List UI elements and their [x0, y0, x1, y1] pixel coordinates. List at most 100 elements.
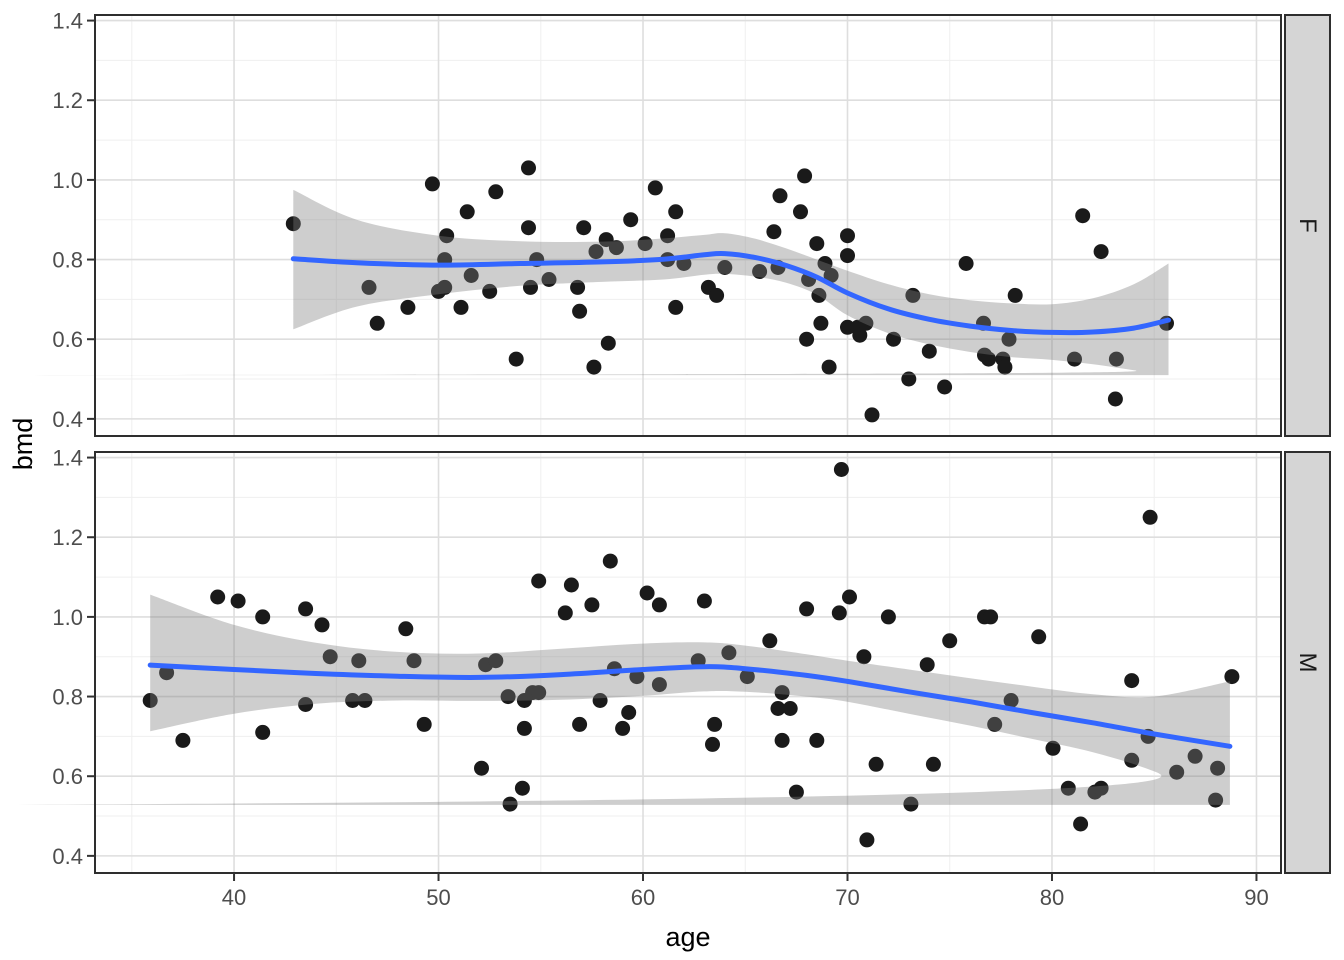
data-point — [459, 204, 475, 220]
data-point — [1187, 748, 1203, 764]
y-axis: 0.4 0.6 0.8 1.0 1.2 1.4 0.4 0.6 0.8 1.0 1.2 1.4 — [52, 9, 95, 869]
data-point — [1067, 351, 1082, 367]
data-point — [369, 315, 385, 331]
data-point — [592, 693, 608, 708]
data-point — [958, 256, 974, 271]
data-point — [463, 268, 479, 283]
data-point — [1060, 780, 1076, 796]
data-point — [651, 597, 667, 613]
data-point — [762, 633, 778, 649]
data-point — [557, 605, 573, 621]
data-point — [809, 732, 825, 748]
y-tick-label: 0.6 — [52, 764, 83, 789]
facet-strip-label: M — [1294, 653, 1321, 673]
data-point — [717, 260, 733, 275]
data-point — [1075, 208, 1091, 224]
data-point — [615, 720, 631, 736]
data-point — [925, 756, 941, 772]
data-point — [142, 693, 158, 708]
data-point — [668, 204, 684, 220]
data-point — [175, 732, 191, 748]
facet-strip — [1284, 14, 1331, 437]
data-point — [521, 160, 536, 176]
data-point — [488, 184, 504, 200]
data-point — [1142, 509, 1158, 525]
data-point — [1031, 629, 1047, 645]
data-point — [424, 176, 440, 192]
data-point — [651, 677, 667, 693]
data-point — [598, 232, 614, 248]
data-point — [572, 303, 588, 319]
data-point — [919, 657, 935, 673]
data-point — [637, 236, 653, 252]
data-point — [1093, 780, 1109, 796]
data-point — [230, 593, 246, 609]
x-tick-label: 80 — [1040, 885, 1064, 910]
data-point — [437, 279, 453, 295]
data-point — [629, 669, 645, 685]
data-point — [709, 287, 725, 303]
data-point — [298, 601, 314, 617]
y-tick-label: 1.4 — [52, 9, 83, 34]
data-point — [502, 796, 518, 812]
data-point — [859, 832, 875, 848]
y-tick-label: 1.4 — [52, 446, 83, 471]
data-point — [821, 359, 837, 375]
data-point — [766, 224, 782, 240]
data-point — [852, 327, 868, 343]
data-point — [1045, 740, 1061, 756]
x-axis-title: age — [665, 922, 710, 952]
data-point — [357, 693, 373, 708]
data-point — [983, 609, 999, 625]
data-point — [707, 716, 723, 732]
data-point — [647, 180, 663, 196]
data-point — [840, 228, 855, 244]
data-point — [1007, 287, 1023, 303]
data-point — [997, 359, 1013, 375]
x-tick-label: 60 — [631, 885, 655, 910]
data-point — [772, 188, 788, 204]
data-point — [523, 279, 538, 295]
data-point — [623, 212, 639, 228]
data-point — [531, 685, 547, 701]
data-point — [880, 609, 896, 625]
data-point — [903, 796, 919, 812]
data-point — [864, 407, 880, 423]
panel-border — [94, 14, 1282, 437]
data-point — [1003, 693, 1019, 708]
data-point — [811, 287, 827, 303]
data-point — [752, 264, 768, 279]
data-point — [210, 589, 226, 605]
data-point — [351, 653, 367, 669]
data-point — [901, 371, 917, 387]
y-tick-label: 1.2 — [52, 88, 83, 113]
data-point — [782, 701, 798, 716]
x-axis: 40 50 60 70 80 90 — [222, 873, 1269, 910]
data-point — [793, 204, 808, 220]
y-tick-label: 0.4 — [52, 844, 83, 869]
data-point — [721, 645, 737, 661]
data-point — [868, 756, 884, 772]
x-tick-label: 40 — [222, 885, 246, 910]
data-point — [705, 736, 720, 752]
data-point — [842, 589, 857, 605]
panel-border — [94, 451, 1282, 874]
data-point — [921, 343, 937, 359]
data-point — [508, 351, 524, 367]
facet-strip-label: F — [1294, 218, 1321, 233]
data-point — [570, 279, 586, 295]
data-point — [439, 228, 455, 244]
confidence-band — [0, 189, 1169, 376]
y-tick-label: 0.6 — [52, 327, 83, 352]
facet-panel-top: F — [0, 14, 1331, 437]
smooth-line — [290, 250, 1171, 336]
data-point — [572, 716, 588, 732]
data-point — [361, 279, 377, 295]
data-point — [398, 621, 414, 637]
y-tick-label: 0.8 — [52, 248, 83, 273]
data-point — [416, 716, 432, 732]
data-point — [514, 780, 530, 796]
y-tick-label: 1.0 — [52, 605, 83, 630]
data-point — [285, 216, 301, 232]
